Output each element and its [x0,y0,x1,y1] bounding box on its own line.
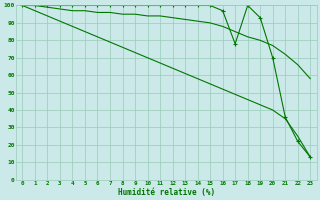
X-axis label: Humidité relative (%): Humidité relative (%) [118,188,215,197]
